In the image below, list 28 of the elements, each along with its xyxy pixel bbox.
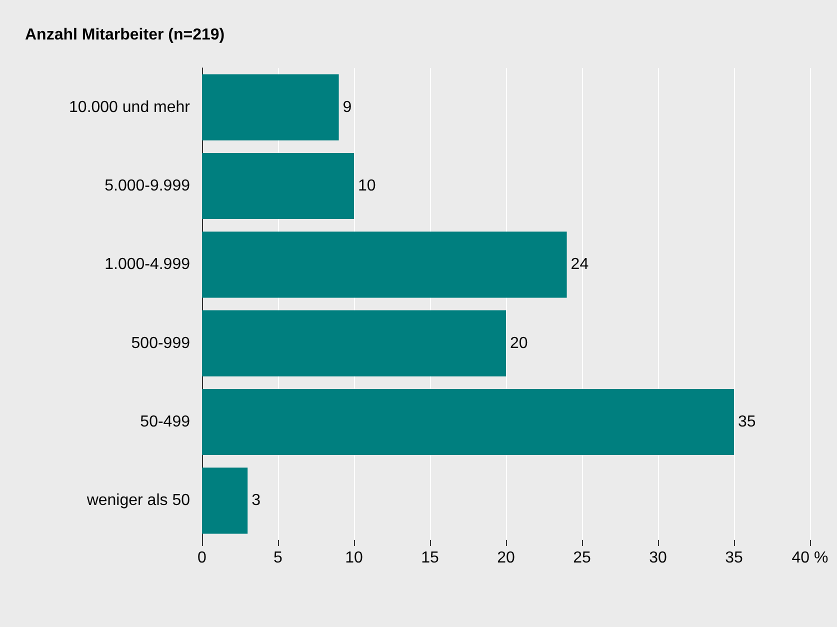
x-tick-label: 20 <box>497 550 515 566</box>
data-label: 35 <box>738 414 756 430</box>
y-tick-label: 5.000-9.999 <box>104 178 190 194</box>
y-tick-label: 50-499 <box>140 414 190 430</box>
x-tick-label: 0 <box>198 550 207 566</box>
y-tick-label: 1.000-4.999 <box>104 256 190 274</box>
x-tick-label: 40 % <box>792 550 828 566</box>
bar <box>202 152 354 220</box>
y-tick-label: weniger als 50 <box>86 492 190 510</box>
bar <box>202 74 339 140</box>
x-tick-label: 25 <box>573 550 591 566</box>
data-label: 20 <box>510 334 528 352</box>
data-label: 3 <box>252 492 261 510</box>
data-label: 24 <box>570 256 589 274</box>
x-tick-label: 15 <box>421 550 439 566</box>
bar <box>202 232 567 298</box>
data-label: 10 <box>358 178 376 194</box>
data-label: 9 <box>342 98 352 116</box>
bar <box>202 468 248 534</box>
y-tick-label: 500-999 <box>131 334 190 352</box>
bar <box>202 388 734 456</box>
x-tick-label: 30 <box>649 550 667 566</box>
bar <box>202 310 506 376</box>
x-tick-label: 35 <box>725 550 743 566</box>
chart-title: Anzahl Mitarbeiter (n=219) <box>25 26 225 44</box>
x-tick-label: 5 <box>274 550 283 566</box>
y-tick-label: 10.000 und mehr <box>69 98 191 116</box>
x-tick-label: 10 <box>345 550 363 566</box>
